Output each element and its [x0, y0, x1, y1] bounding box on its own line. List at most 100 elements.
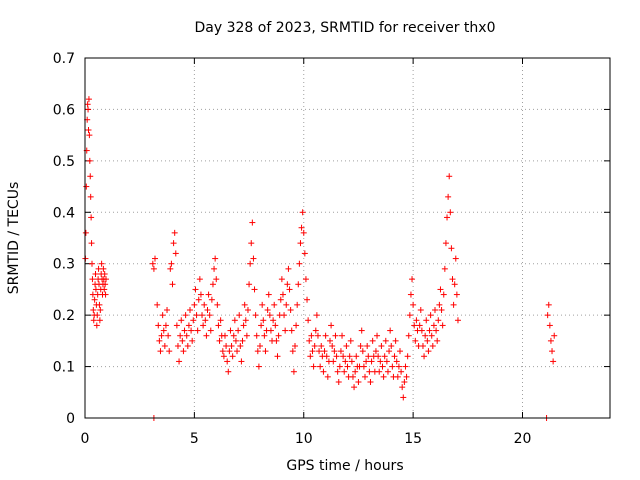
data-point [160, 327, 167, 334]
data-point [96, 301, 103, 308]
data-point [344, 363, 351, 370]
data-point [314, 332, 321, 339]
data-point [249, 219, 256, 226]
y-tick-label: 0.3 [53, 257, 75, 273]
data-point [187, 307, 193, 313]
data-point [426, 327, 433, 334]
data-point [177, 332, 184, 339]
data-point [285, 265, 292, 272]
x-tick-label: 20 [514, 431, 532, 447]
data-point [407, 291, 414, 298]
data-point [98, 260, 105, 267]
data-point [103, 276, 109, 283]
x-tick-label: 5 [190, 431, 199, 447]
data-point [341, 368, 348, 375]
data-point [320, 368, 327, 375]
data-point [334, 368, 341, 375]
data-point [376, 368, 383, 375]
data-point [386, 348, 393, 355]
data-point [94, 312, 101, 319]
data-point [85, 106, 92, 113]
data-point [439, 322, 446, 329]
data-point [152, 255, 158, 262]
data-point [389, 363, 396, 370]
data-point [158, 332, 165, 339]
data-point [199, 312, 206, 319]
data-point [399, 384, 406, 391]
data-point [383, 358, 390, 365]
data-point [363, 358, 370, 365]
data-point [169, 281, 176, 288]
data-point [410, 301, 417, 308]
data-point [243, 332, 250, 339]
data-point [88, 214, 95, 221]
data-point [89, 276, 96, 283]
data-point [100, 265, 107, 272]
data-point [433, 327, 440, 334]
data-point [429, 343, 436, 349]
data-point [421, 353, 428, 360]
data-point [330, 358, 337, 365]
data-point [551, 332, 558, 339]
data-point [156, 337, 163, 344]
data-point [235, 327, 242, 334]
data-point [294, 301, 301, 308]
data-point [207, 327, 214, 334]
data-point [85, 127, 92, 133]
data-point [278, 276, 285, 283]
data-point [327, 337, 333, 344]
data-point [435, 317, 442, 324]
data-point [436, 301, 443, 308]
data-point [322, 332, 329, 339]
data-point [225, 368, 232, 375]
data-point [313, 312, 320, 319]
data-point [174, 343, 181, 349]
data-point [446, 173, 453, 180]
data-point [182, 312, 189, 319]
data-point [205, 291, 212, 298]
data-point [362, 373, 368, 380]
data-point [173, 322, 180, 329]
data-point [331, 348, 338, 355]
data-point [355, 379, 362, 385]
data-point [201, 301, 208, 308]
data-point [442, 240, 449, 247]
data-point [226, 348, 233, 355]
data-point [223, 343, 230, 349]
data-point [202, 317, 209, 324]
data-point [346, 353, 353, 360]
data-point [267, 327, 274, 334]
data-point [544, 312, 551, 319]
data-point [254, 348, 261, 355]
data-point [277, 296, 284, 303]
data-point [335, 379, 342, 385]
data-point [203, 332, 210, 339]
data-point [282, 327, 289, 334]
data-point [310, 363, 317, 370]
data-point [283, 301, 290, 308]
data-point [246, 281, 253, 288]
data-point [214, 301, 221, 308]
data-point [427, 312, 434, 319]
data-point [549, 348, 556, 355]
data-point [244, 307, 251, 313]
data-point [359, 348, 366, 355]
data-point [204, 307, 211, 313]
data-point [343, 343, 350, 349]
data-point [102, 291, 109, 298]
data-point [387, 327, 394, 334]
data-point [351, 384, 358, 391]
data-point [375, 353, 382, 360]
data-point [333, 353, 340, 360]
data-point [194, 327, 201, 334]
data-point [402, 363, 409, 370]
data-point [159, 312, 166, 319]
data-point [300, 229, 307, 236]
data-point [166, 348, 173, 355]
data-point [295, 281, 302, 288]
data-point [311, 343, 318, 349]
data-point [397, 348, 403, 355]
data-point [378, 343, 385, 349]
data-point [424, 337, 431, 344]
data-point [162, 322, 169, 329]
